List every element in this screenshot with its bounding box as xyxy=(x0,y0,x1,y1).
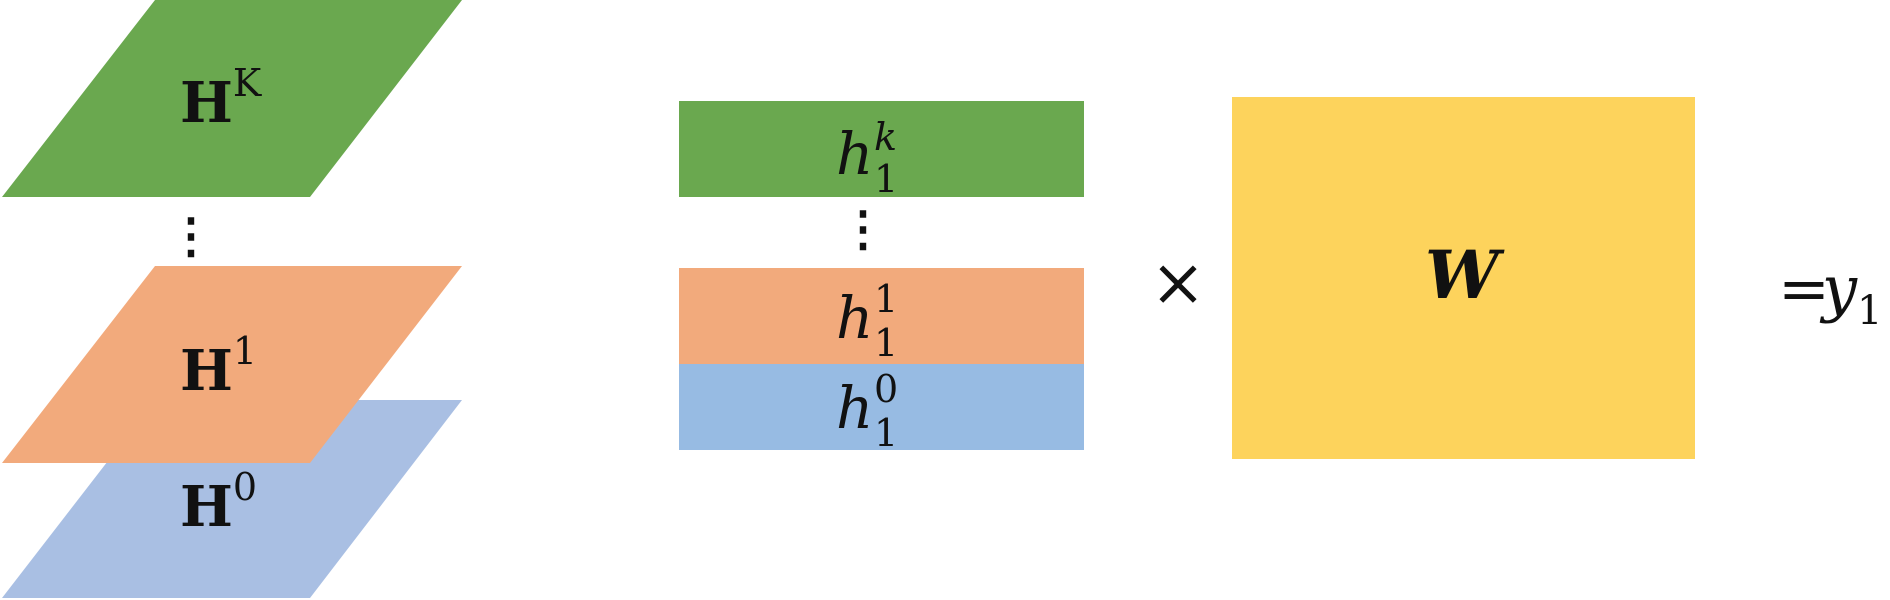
weight-matrix: W xyxy=(1232,97,1695,459)
layer-plane-h1 xyxy=(2,266,462,463)
layer-ellipsis: ⋮ xyxy=(167,208,215,264)
result-y: y xyxy=(1819,252,1858,325)
svg-text:h: h xyxy=(836,374,873,442)
result-expression: = y 1 xyxy=(1778,252,1882,334)
result-subscript: 1 xyxy=(1857,288,1882,334)
svg-text:h: h xyxy=(836,284,873,352)
equals-sign: = xyxy=(1778,252,1830,325)
layer-label-hk: HK xyxy=(180,61,262,136)
vector-cell-hk xyxy=(679,101,1084,197)
layer-label-h1: H1 xyxy=(180,329,257,404)
multiply-operator: × xyxy=(1150,244,1205,321)
weight-matrix-label: W xyxy=(1425,236,1505,314)
svg-text:0: 0 xyxy=(874,367,898,411)
layer-plane-hk xyxy=(2,0,462,197)
vector-label-h0: h 0 1 xyxy=(836,367,898,455)
layer-stack: HK ⋮ H1 H0 xyxy=(2,0,462,598)
svg-text:1: 1 xyxy=(874,321,898,365)
concat-vector: h k 1 ⋮ h 1 1 h 0 1 xyxy=(679,101,1084,455)
vector-cell-h0 xyxy=(679,364,1084,450)
vector-label-hk: h k 1 xyxy=(836,115,898,201)
vector-cell-h1 xyxy=(679,268,1084,364)
svg-text:k: k xyxy=(874,115,897,159)
svg-text:h: h xyxy=(836,120,873,188)
svg-text:1: 1 xyxy=(874,411,898,455)
svg-text:1: 1 xyxy=(874,277,898,321)
layer-label-h0: H0 xyxy=(180,465,257,540)
weight-matrix-box xyxy=(1232,97,1695,459)
svg-text:1: 1 xyxy=(874,157,898,201)
vector-ellipsis: ⋮ xyxy=(839,201,887,257)
vector-label-h1: h 1 1 xyxy=(836,277,898,365)
